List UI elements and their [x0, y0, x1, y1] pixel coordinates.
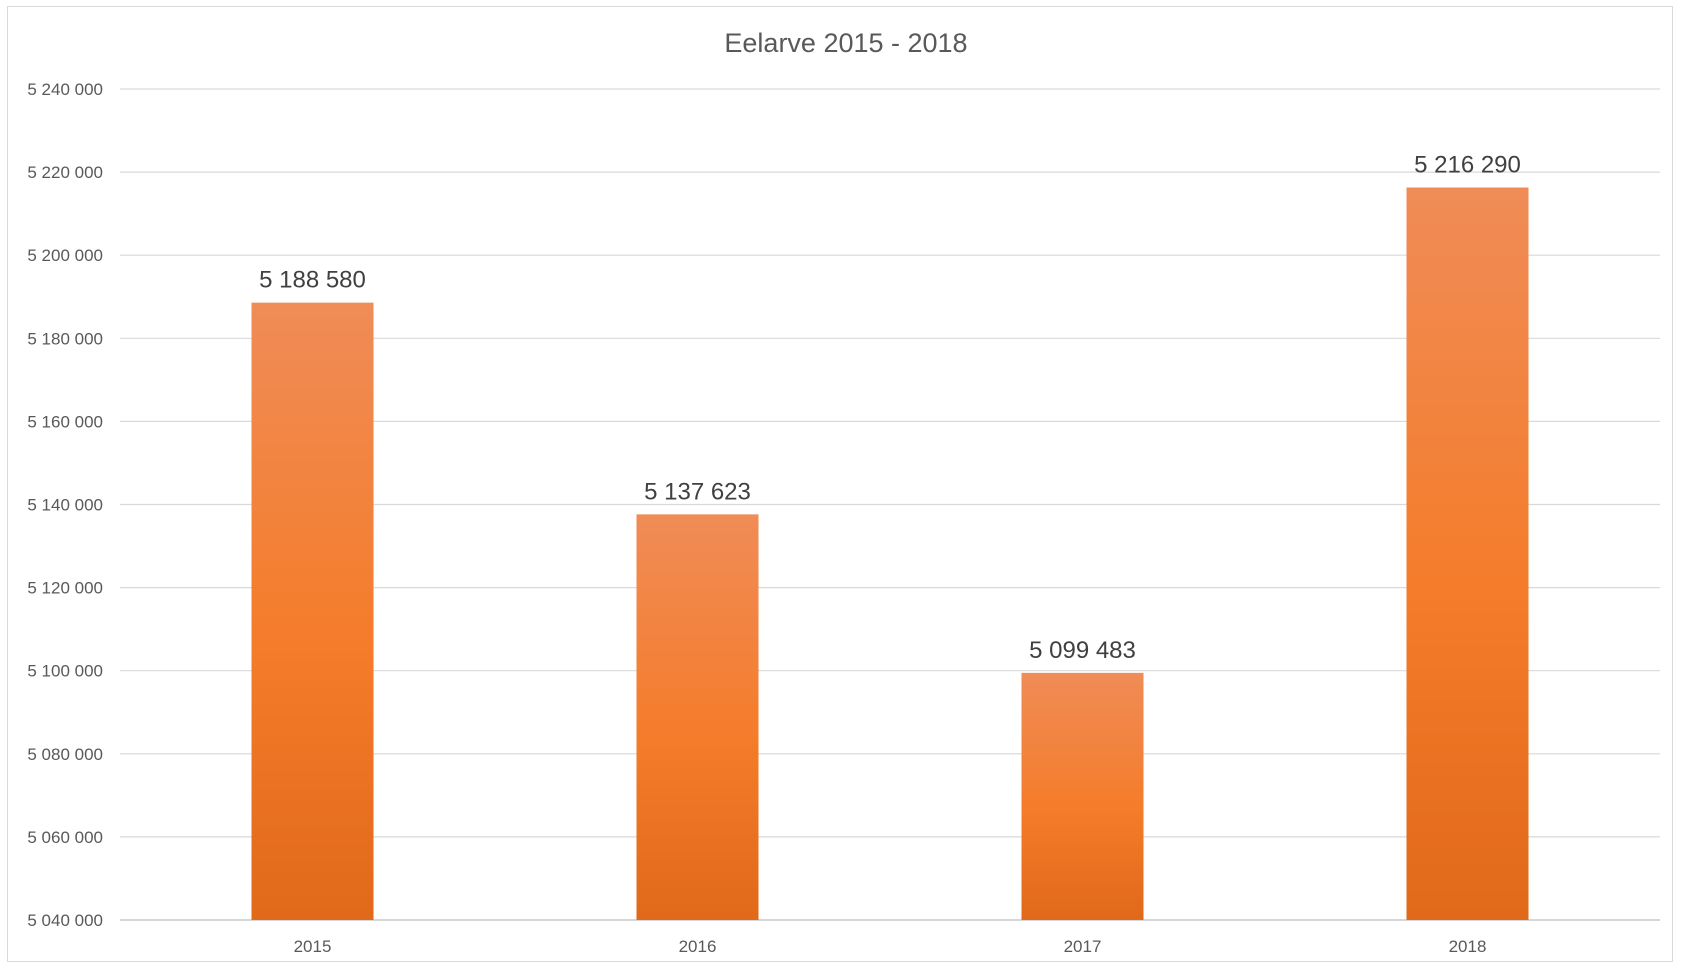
y-tick-label: 5 040 000: [27, 911, 103, 930]
y-tick-label: 5 180 000: [27, 329, 103, 348]
data-label-2017: 5 099 483: [1029, 637, 1136, 664]
bar-2015: [251, 302, 374, 920]
y-tick-label: 5 120 000: [27, 579, 103, 598]
bar-2016: [636, 514, 759, 920]
data-label-2015: 5 188 580: [259, 267, 366, 294]
y-tick-label: 5 160 000: [27, 412, 103, 431]
chart-title: Eelarve 2015 - 2018: [724, 28, 967, 58]
y-tick-label: 5 080 000: [27, 745, 103, 764]
data-label-2018: 5 216 290: [1414, 152, 1521, 179]
bar-2017: [1021, 672, 1144, 920]
bars: [251, 187, 1529, 921]
x-tick-label: 2016: [679, 937, 717, 956]
y-tick-label: 5 060 000: [27, 828, 103, 847]
data-labels: 5 188 580 5 137 623 5 099 483 5 216 290: [259, 152, 1521, 664]
y-tick-label: 5 200 000: [27, 246, 103, 265]
data-label-2016: 5 137 623: [644, 478, 751, 505]
y-tick-label: 5 220 000: [27, 163, 103, 182]
x-tick-label: 2015: [294, 937, 332, 956]
bar-2018: [1406, 187, 1529, 921]
y-tick-label: 5 240 000: [27, 80, 103, 99]
y-axis-tick-labels: 5 040 000 5 060 000 5 080 000 5 100 000 5 12…: [27, 80, 103, 930]
x-axis-tick-labels: 2015 2016 2017 2018: [294, 937, 1487, 956]
gridlines: [120, 88, 1660, 921]
x-tick-label: 2017: [1064, 937, 1102, 956]
x-tick-label: 2018: [1449, 937, 1487, 956]
y-tick-label: 5 100 000: [27, 662, 103, 681]
y-tick-label: 5 140 000: [27, 496, 103, 515]
